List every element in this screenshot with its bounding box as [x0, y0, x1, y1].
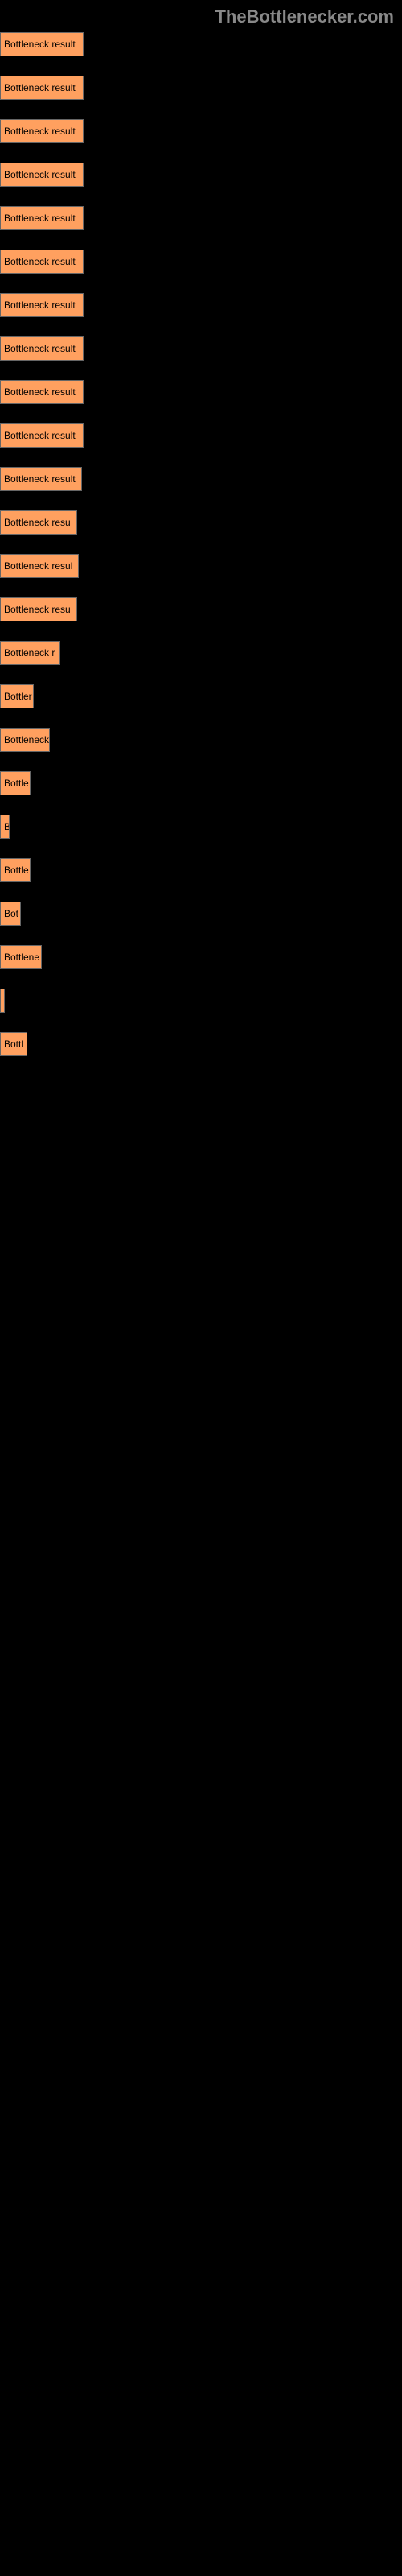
- bar-row: Bottleneck result: [0, 423, 402, 448]
- bar-row: Bottle: [0, 858, 402, 882]
- bar: Bottleneck result: [0, 336, 84, 361]
- bar: Bottle: [0, 771, 31, 795]
- bar-row: Bottleneck resu: [0, 597, 402, 621]
- bar-row: Bottleneck result: [0, 206, 402, 230]
- bar-row: Bottleneck resu: [0, 510, 402, 535]
- bar: Bot: [0, 902, 21, 926]
- watermark-text: TheBottlenecker.com: [215, 6, 394, 27]
- bar-row: Bottleneck result: [0, 336, 402, 361]
- bar: Bottleneck resu: [0, 510, 77, 535]
- bar-row: Bottleneck result: [0, 467, 402, 491]
- bar: Bottleneck result: [0, 380, 84, 404]
- bar-row: B: [0, 815, 402, 839]
- bar-row: [0, 989, 402, 1013]
- bar-row: Bottleneck result: [0, 380, 402, 404]
- bar: Bottler: [0, 684, 34, 708]
- bar: Bottlene: [0, 945, 42, 969]
- bar-row: Bottleneck result: [0, 293, 402, 317]
- bar-row: Bottleneck resul: [0, 554, 402, 578]
- bar-row: Bottler: [0, 684, 402, 708]
- bar: B: [0, 815, 10, 839]
- bar: Bottleneck result: [0, 423, 84, 448]
- bar: Bottle: [0, 858, 31, 882]
- bar: Bottleneck resu: [0, 597, 77, 621]
- bar-row: Bottlene: [0, 945, 402, 969]
- bar: Bottleneck result: [0, 32, 84, 56]
- bar: Bottleneck result: [0, 206, 84, 230]
- bar: Bottleneck result: [0, 163, 84, 187]
- bar-row: Bottleneck result: [0, 250, 402, 274]
- bar-row: Bottleneck result: [0, 163, 402, 187]
- bar: Bottleneck result: [0, 250, 84, 274]
- bar: Bottleneck result: [0, 293, 84, 317]
- bar-row: Bottleneck result: [0, 119, 402, 143]
- bar: [0, 989, 5, 1013]
- bar: Bottleneck: [0, 728, 50, 752]
- bar-row: Bottleneck: [0, 728, 402, 752]
- bar: Bottl: [0, 1032, 27, 1056]
- bar-row: Bottleneck result: [0, 76, 402, 100]
- bar: Bottleneck result: [0, 76, 84, 100]
- bar-chart: Bottleneck result Bottleneck result Bottle…: [0, 0, 402, 1056]
- bar-row: Bottleneck r: [0, 641, 402, 665]
- bar: Bottleneck r: [0, 641, 60, 665]
- bar: Bottleneck resul: [0, 554, 79, 578]
- bar-row: Bottl: [0, 1032, 402, 1056]
- bar: Bottleneck result: [0, 467, 82, 491]
- bar-row: Bottleneck result: [0, 32, 402, 56]
- bar-row: Bot: [0, 902, 402, 926]
- bar: Bottleneck result: [0, 119, 84, 143]
- bar-row: Bottle: [0, 771, 402, 795]
